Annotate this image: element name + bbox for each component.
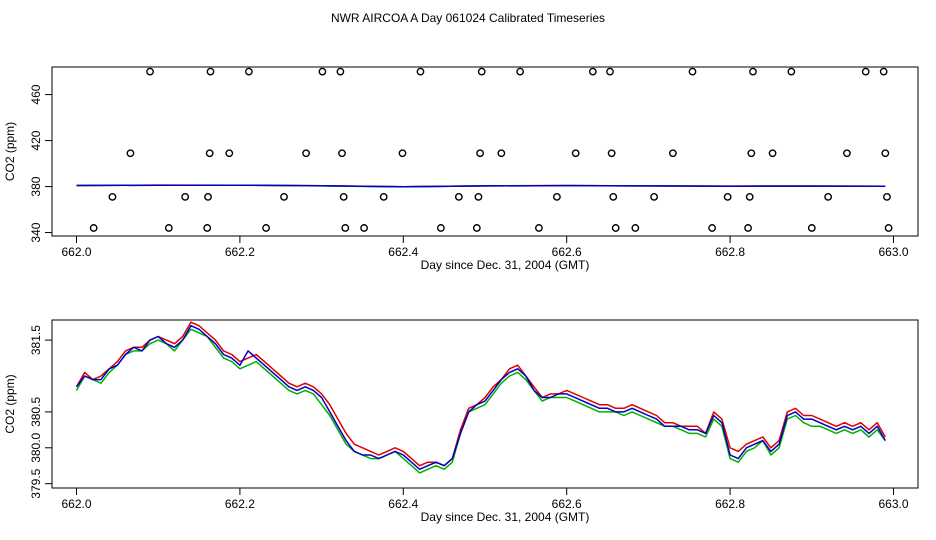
calibration-point [398, 149, 407, 158]
x-tick-label: 662.0 [61, 245, 91, 259]
x-axis-label: Day since Dec. 31, 2004 (GMT) [421, 258, 590, 272]
calibration-point [454, 193, 463, 201]
calibration-point [181, 193, 190, 201]
calibration-point [723, 193, 732, 201]
x-tick-label: 662.2 [225, 497, 255, 511]
calibration-point [225, 149, 234, 158]
calibration-point [768, 149, 777, 158]
calibration-point [631, 224, 640, 232]
calibration-point [571, 149, 580, 158]
calibration-point [606, 67, 614, 76]
calibration-point [164, 224, 173, 232]
plot-frame [51, 66, 919, 237]
calibration-point [787, 67, 796, 76]
y-tick-label: 379.5 [29, 468, 43, 498]
x-tick-label: 663.0 [878, 245, 908, 259]
calibration-point [824, 193, 833, 201]
calibration-point [477, 67, 486, 76]
y-tick-label: 381.5 [29, 325, 43, 355]
calibration-point [436, 224, 445, 232]
calibration-point [669, 149, 677, 158]
calibration-point [607, 149, 616, 158]
y-axis-label: CO2 (ppm) [3, 374, 17, 433]
calibration-point [474, 193, 483, 201]
calibration-point [89, 224, 98, 232]
calibration-point [262, 224, 270, 232]
calibration-point [516, 67, 525, 76]
calibration-point [206, 67, 215, 76]
calibration-point [745, 193, 754, 201]
x-tick-label: 662.2 [225, 245, 255, 259]
calibration-point [881, 149, 890, 158]
calibration-point [476, 149, 484, 158]
calibration-point [744, 224, 752, 232]
calibration-point [611, 224, 620, 232]
calibration-point [203, 224, 212, 232]
calibration-point [339, 193, 348, 201]
calibration-point [843, 149, 851, 158]
x-tick-label: 662.4 [388, 245, 418, 259]
calibration-point [360, 224, 368, 232]
calibration-point [588, 67, 597, 76]
calibration-point [535, 224, 543, 232]
calibration-point [338, 149, 346, 158]
y-tick-label: 380 [29, 176, 43, 196]
calibration-point [302, 149, 310, 158]
y-tick-label: 420 [29, 130, 43, 150]
y-axis-label: CO2 (ppm) [3, 122, 17, 181]
x-tick-label: 662.6 [552, 497, 582, 511]
plot-frame [51, 319, 919, 489]
bottom-panel: 662.0 662.2 662.4 662.6 662.8 663.0 Day since … [3, 319, 919, 524]
calibration-point [416, 67, 425, 76]
calibration-point [318, 67, 327, 76]
calibration-point [336, 67, 345, 76]
y-tick-label: 340 [29, 222, 43, 242]
calibration-point [650, 193, 659, 201]
x-tick-label: 662.0 [61, 497, 91, 511]
y-tick-label: 380.0 [29, 432, 43, 462]
calibration-point [861, 67, 870, 76]
series-line-green [75, 328, 886, 474]
calibration-point [688, 67, 697, 76]
chart-title: NWR AIRCOA A Day 061024 Calibrated Times… [331, 11, 605, 25]
calibration-point [749, 67, 757, 76]
calibration-point [708, 224, 717, 232]
calibration-point [205, 149, 214, 158]
calibration-point [807, 224, 816, 232]
calibration-point [884, 224, 893, 232]
calibration-point [552, 193, 561, 201]
calibration-point [204, 193, 212, 201]
x-tick-label: 662.8 [715, 245, 745, 259]
series-line-blue [76, 184, 886, 188]
top-panel: 662.0 662.2 662.4 662.6 662.8 663.0 Day since … [3, 66, 919, 272]
calibration-point [879, 67, 888, 76]
calibration-point [146, 67, 154, 76]
calibration-point [244, 67, 253, 76]
calibration-point [883, 193, 891, 201]
x-tick-label: 662.6 [552, 245, 582, 259]
calibration-point [609, 193, 618, 201]
calibration-point [341, 224, 350, 232]
calibration-point [747, 149, 756, 158]
y-tick-label: 380.5 [29, 397, 43, 427]
calibration-point [126, 149, 135, 158]
calibration-point [108, 193, 117, 201]
x-axis-label: Day since Dec. 31, 2004 (GMT) [421, 510, 590, 524]
series-line-blue [75, 324, 886, 471]
calibration-point [379, 193, 388, 201]
y-tick-label: 460 [29, 84, 43, 104]
calibration-point [497, 149, 506, 158]
series-line-red [75, 321, 886, 467]
calibration-point [280, 193, 288, 201]
x-tick-label: 662.8 [715, 497, 745, 511]
calibration-point [472, 224, 481, 232]
x-tick-label: 662.4 [388, 497, 418, 511]
x-tick-label: 663.0 [878, 497, 908, 511]
